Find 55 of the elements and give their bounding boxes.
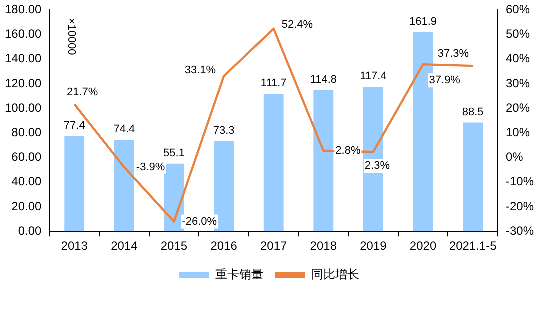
data-label: 37.9%	[429, 74, 461, 87]
y-tick-label: 140.00	[5, 52, 42, 66]
x-tick-label: 2017	[260, 239, 288, 254]
data-label: 52.4%	[282, 18, 314, 31]
data-label: -26.0%	[182, 216, 218, 228]
x-tick-label: 2018	[310, 239, 338, 254]
x-tick-label: 2019	[360, 239, 388, 254]
data-label: 114.8	[310, 74, 338, 86]
y2-tick-label: 30%	[506, 76, 530, 90]
x-tick-label: 2015	[160, 239, 188, 254]
legend-label: 同比增长	[312, 267, 360, 282]
data-label: 161.9	[410, 16, 438, 28]
bar	[64, 136, 85, 232]
y-tick-label: 100.00	[5, 100, 42, 115]
legend-label: 重卡销量	[216, 267, 264, 282]
y-tick-label: 20.00	[12, 199, 42, 214]
y-tick-label: 0.00	[18, 224, 42, 238]
data-label: 73.3	[213, 124, 235, 137]
bar	[114, 140, 134, 232]
y2-tick-label: -10%	[506, 174, 534, 189]
y-tick-label: 180.00	[5, 2, 42, 17]
data-label: 117.4	[360, 70, 387, 83]
data-label: 88.5	[462, 106, 484, 118]
bar	[264, 94, 284, 232]
y-tick-label: 40.00	[12, 174, 42, 189]
y2-tick-label: 10%	[506, 126, 530, 140]
x-tick-label: 2013	[61, 239, 88, 254]
x-tick-label: 2016	[210, 239, 238, 254]
y-tick-label: 120.00	[5, 76, 42, 90]
data-label: -3.9%	[136, 161, 166, 174]
data-label: 55.1	[164, 147, 185, 160]
y2-tick-label: 40%	[506, 52, 530, 66]
data-label: 37.3%	[438, 48, 470, 60]
data-label: 74.4	[114, 124, 136, 136]
x-tick-label: 2020	[410, 239, 437, 254]
data-label: 21.7%	[67, 86, 98, 98]
y-tick-label: 80.00	[12, 126, 42, 140]
x-tick-label: 2014	[111, 239, 138, 254]
x-tick-label: 2021.1-5	[449, 239, 498, 254]
y2-tick-label: 60%	[506, 2, 530, 17]
bar	[314, 90, 334, 232]
y2-tick-label: -30%	[506, 224, 534, 238]
bar	[463, 122, 484, 232]
y-tick-label: 160.00	[5, 27, 42, 42]
data-label: 77.4	[64, 120, 86, 132]
y-tick-label: 60.00	[12, 150, 42, 164]
data-label: 2.3%	[364, 160, 390, 172]
annotation: ×10000	[66, 18, 78, 56]
data-label: 33.1%	[184, 64, 216, 76]
data-label: 2.8%	[336, 144, 361, 157]
data-label: 111.7	[260, 78, 287, 90]
y2-tick-label: 0%	[506, 150, 524, 164]
y2-tick-label: 20%	[506, 100, 530, 115]
y2-tick-label: -20%	[506, 199, 534, 214]
y2-tick-label: 50%	[506, 27, 530, 42]
